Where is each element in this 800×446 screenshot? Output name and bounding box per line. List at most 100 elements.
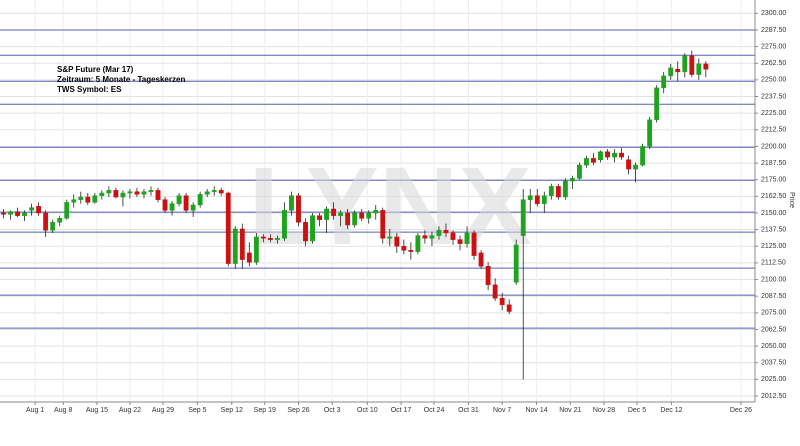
y-tick-label: 2200.00 bbox=[761, 143, 786, 150]
y-tick-label: 2225.00 bbox=[761, 110, 786, 117]
y-tick-label: 2050.00 bbox=[761, 343, 786, 350]
candle-body bbox=[345, 212, 351, 226]
candle-body bbox=[366, 212, 372, 219]
candle-body bbox=[183, 195, 189, 211]
candle-body bbox=[387, 236, 393, 239]
x-tick-label: Oct 17 bbox=[391, 407, 412, 414]
candle-body bbox=[197, 194, 203, 206]
candle-body bbox=[591, 158, 596, 163]
x-tick-label: Dec 5 bbox=[628, 407, 646, 414]
candle-body bbox=[668, 67, 674, 77]
candle-body bbox=[696, 63, 702, 75]
candle-body bbox=[190, 204, 196, 211]
candle-body bbox=[36, 206, 42, 214]
candle-body bbox=[584, 158, 589, 166]
y-tick-label: 2012.50 bbox=[761, 393, 786, 400]
candle-body bbox=[331, 208, 337, 216]
y-tick-label: 2075.00 bbox=[761, 310, 786, 317]
candle-body bbox=[612, 152, 617, 158]
y-tick-label: 2112.50 bbox=[761, 260, 786, 267]
x-tick-label: Oct 31 bbox=[458, 407, 479, 414]
candle-body bbox=[352, 212, 358, 226]
candle-body bbox=[689, 55, 695, 75]
candle-body bbox=[429, 235, 435, 239]
candle-body bbox=[513, 244, 519, 283]
x-tick-label: Aug 8 bbox=[54, 407, 72, 414]
x-tick-label: Dec 12 bbox=[660, 407, 682, 414]
candle-body bbox=[50, 222, 56, 231]
x-tick-label: Aug 22 bbox=[119, 407, 141, 414]
candle-body bbox=[661, 75, 667, 89]
y-tick-label: 2187.50 bbox=[761, 160, 786, 167]
x-tick-label: Sep 26 bbox=[287, 407, 309, 414]
candle-body bbox=[338, 212, 344, 216]
x-tick-label: Aug 29 bbox=[152, 407, 174, 414]
candle-body bbox=[303, 222, 308, 242]
x-tick-label: Oct 3 bbox=[324, 407, 341, 414]
x-tick-label: Nov 7 bbox=[493, 407, 511, 414]
candle-body bbox=[232, 228, 238, 264]
annotation: Zeitraum: 5 Monate - Tageskerzen bbox=[57, 75, 185, 84]
candle-body bbox=[274, 238, 280, 240]
candle-body bbox=[211, 190, 217, 192]
y-tick-label: 2100.00 bbox=[761, 276, 786, 283]
candle-body bbox=[106, 190, 112, 194]
y-tick-label: 2025.00 bbox=[761, 376, 786, 383]
candle-body bbox=[548, 186, 554, 196]
candle-body bbox=[394, 236, 400, 247]
candle-body bbox=[253, 236, 259, 263]
candle-body bbox=[703, 63, 709, 70]
candle-body bbox=[576, 164, 582, 179]
candle-body bbox=[401, 246, 407, 251]
candle-body bbox=[218, 190, 224, 194]
candle-body bbox=[654, 87, 660, 121]
candle-body bbox=[71, 199, 77, 203]
candle-body bbox=[134, 191, 140, 195]
y-tick-label: 2250.00 bbox=[761, 77, 786, 84]
x-tick-label: Sep 5 bbox=[188, 407, 206, 414]
annotation: TWS Symbol: ES bbox=[57, 85, 122, 94]
candle-body bbox=[155, 190, 161, 200]
x-tick-label: Dec 26 bbox=[730, 407, 752, 414]
y-tick-label: 2175.00 bbox=[761, 177, 786, 184]
candle-body bbox=[176, 195, 182, 204]
y-tick-label: 2300.00 bbox=[761, 10, 786, 17]
candle-body bbox=[317, 215, 322, 220]
candle-body bbox=[562, 180, 568, 198]
y-tick-label: 2137.50 bbox=[761, 226, 786, 233]
x-tick-label: Oct 10 bbox=[357, 407, 378, 414]
candle-body bbox=[626, 159, 632, 170]
background-layer bbox=[0, 0, 755, 402]
candle-body bbox=[640, 146, 646, 166]
candle-body bbox=[647, 119, 653, 147]
annotation: S&P Future (Mar 17) bbox=[57, 65, 134, 74]
candle-body bbox=[239, 228, 245, 260]
candle-body bbox=[310, 215, 315, 242]
candle-body bbox=[373, 210, 379, 214]
y-tick-label: 2150.00 bbox=[761, 210, 786, 217]
candle-body bbox=[675, 68, 681, 73]
y-tick-label: 2087.50 bbox=[761, 293, 786, 300]
candle-body bbox=[141, 191, 147, 195]
candle-body bbox=[289, 195, 294, 211]
y-tick-label: 2262.50 bbox=[761, 60, 786, 67]
candle-body bbox=[499, 297, 505, 306]
candle-body bbox=[64, 202, 70, 219]
candle-body bbox=[8, 211, 13, 215]
candle-body bbox=[450, 232, 456, 240]
candle-body bbox=[598, 151, 603, 160]
candle-body bbox=[457, 239, 463, 244]
candle-body bbox=[225, 192, 231, 264]
candle-body bbox=[478, 252, 484, 267]
candle-body bbox=[555, 186, 561, 198]
y-tick-label: 2162.50 bbox=[761, 193, 786, 200]
candle-body bbox=[541, 195, 547, 204]
candle-body bbox=[204, 191, 210, 195]
y-tick-label: 2237.50 bbox=[761, 93, 786, 100]
candle-body bbox=[43, 212, 49, 231]
candle-body bbox=[443, 230, 449, 234]
candle-body bbox=[15, 211, 20, 216]
candle-body bbox=[282, 210, 287, 239]
candle-body bbox=[296, 195, 301, 223]
